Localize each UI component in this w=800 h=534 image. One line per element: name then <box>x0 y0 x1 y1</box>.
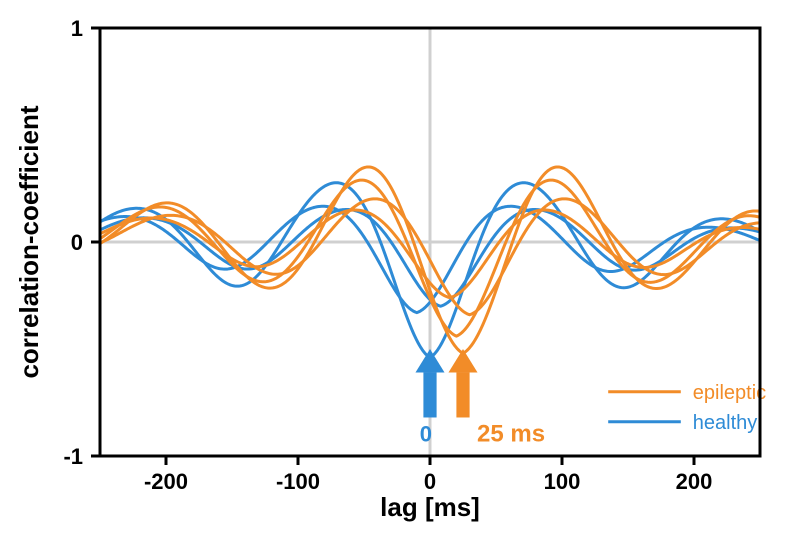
y-tick-label: 0 <box>71 230 83 255</box>
x-axis-label: lag [ms] <box>380 492 480 522</box>
x-tick-label: 0 <box>424 469 436 494</box>
legend-label-epileptic: epileptic <box>693 382 766 404</box>
correlation-lag-chart: 0 25 ms epileptic healthy -200 -100 0 100 200 -1 0… <box>0 0 800 534</box>
x-tick-label: -200 <box>144 469 188 494</box>
arrow-label-healthy: 0 <box>420 421 432 446</box>
legend-label-healthy: healthy <box>693 412 758 434</box>
arrow-shaft-epileptic <box>456 373 469 418</box>
x-tick-label: -100 <box>276 469 320 494</box>
x-tick-label: 100 <box>544 469 581 494</box>
y-tick-label: -1 <box>63 444 83 469</box>
arrow-label-epileptic: 25 ms <box>477 420 545 447</box>
chart-svg: 0 25 ms epileptic healthy -200 -100 0 100 200 -1 0… <box>0 0 800 534</box>
arrow-shaft-healthy <box>423 373 436 418</box>
y-tick-label: 1 <box>71 16 83 41</box>
x-tick-label: 200 <box>676 469 713 494</box>
y-axis-label: correlation-coefficient <box>14 105 44 378</box>
